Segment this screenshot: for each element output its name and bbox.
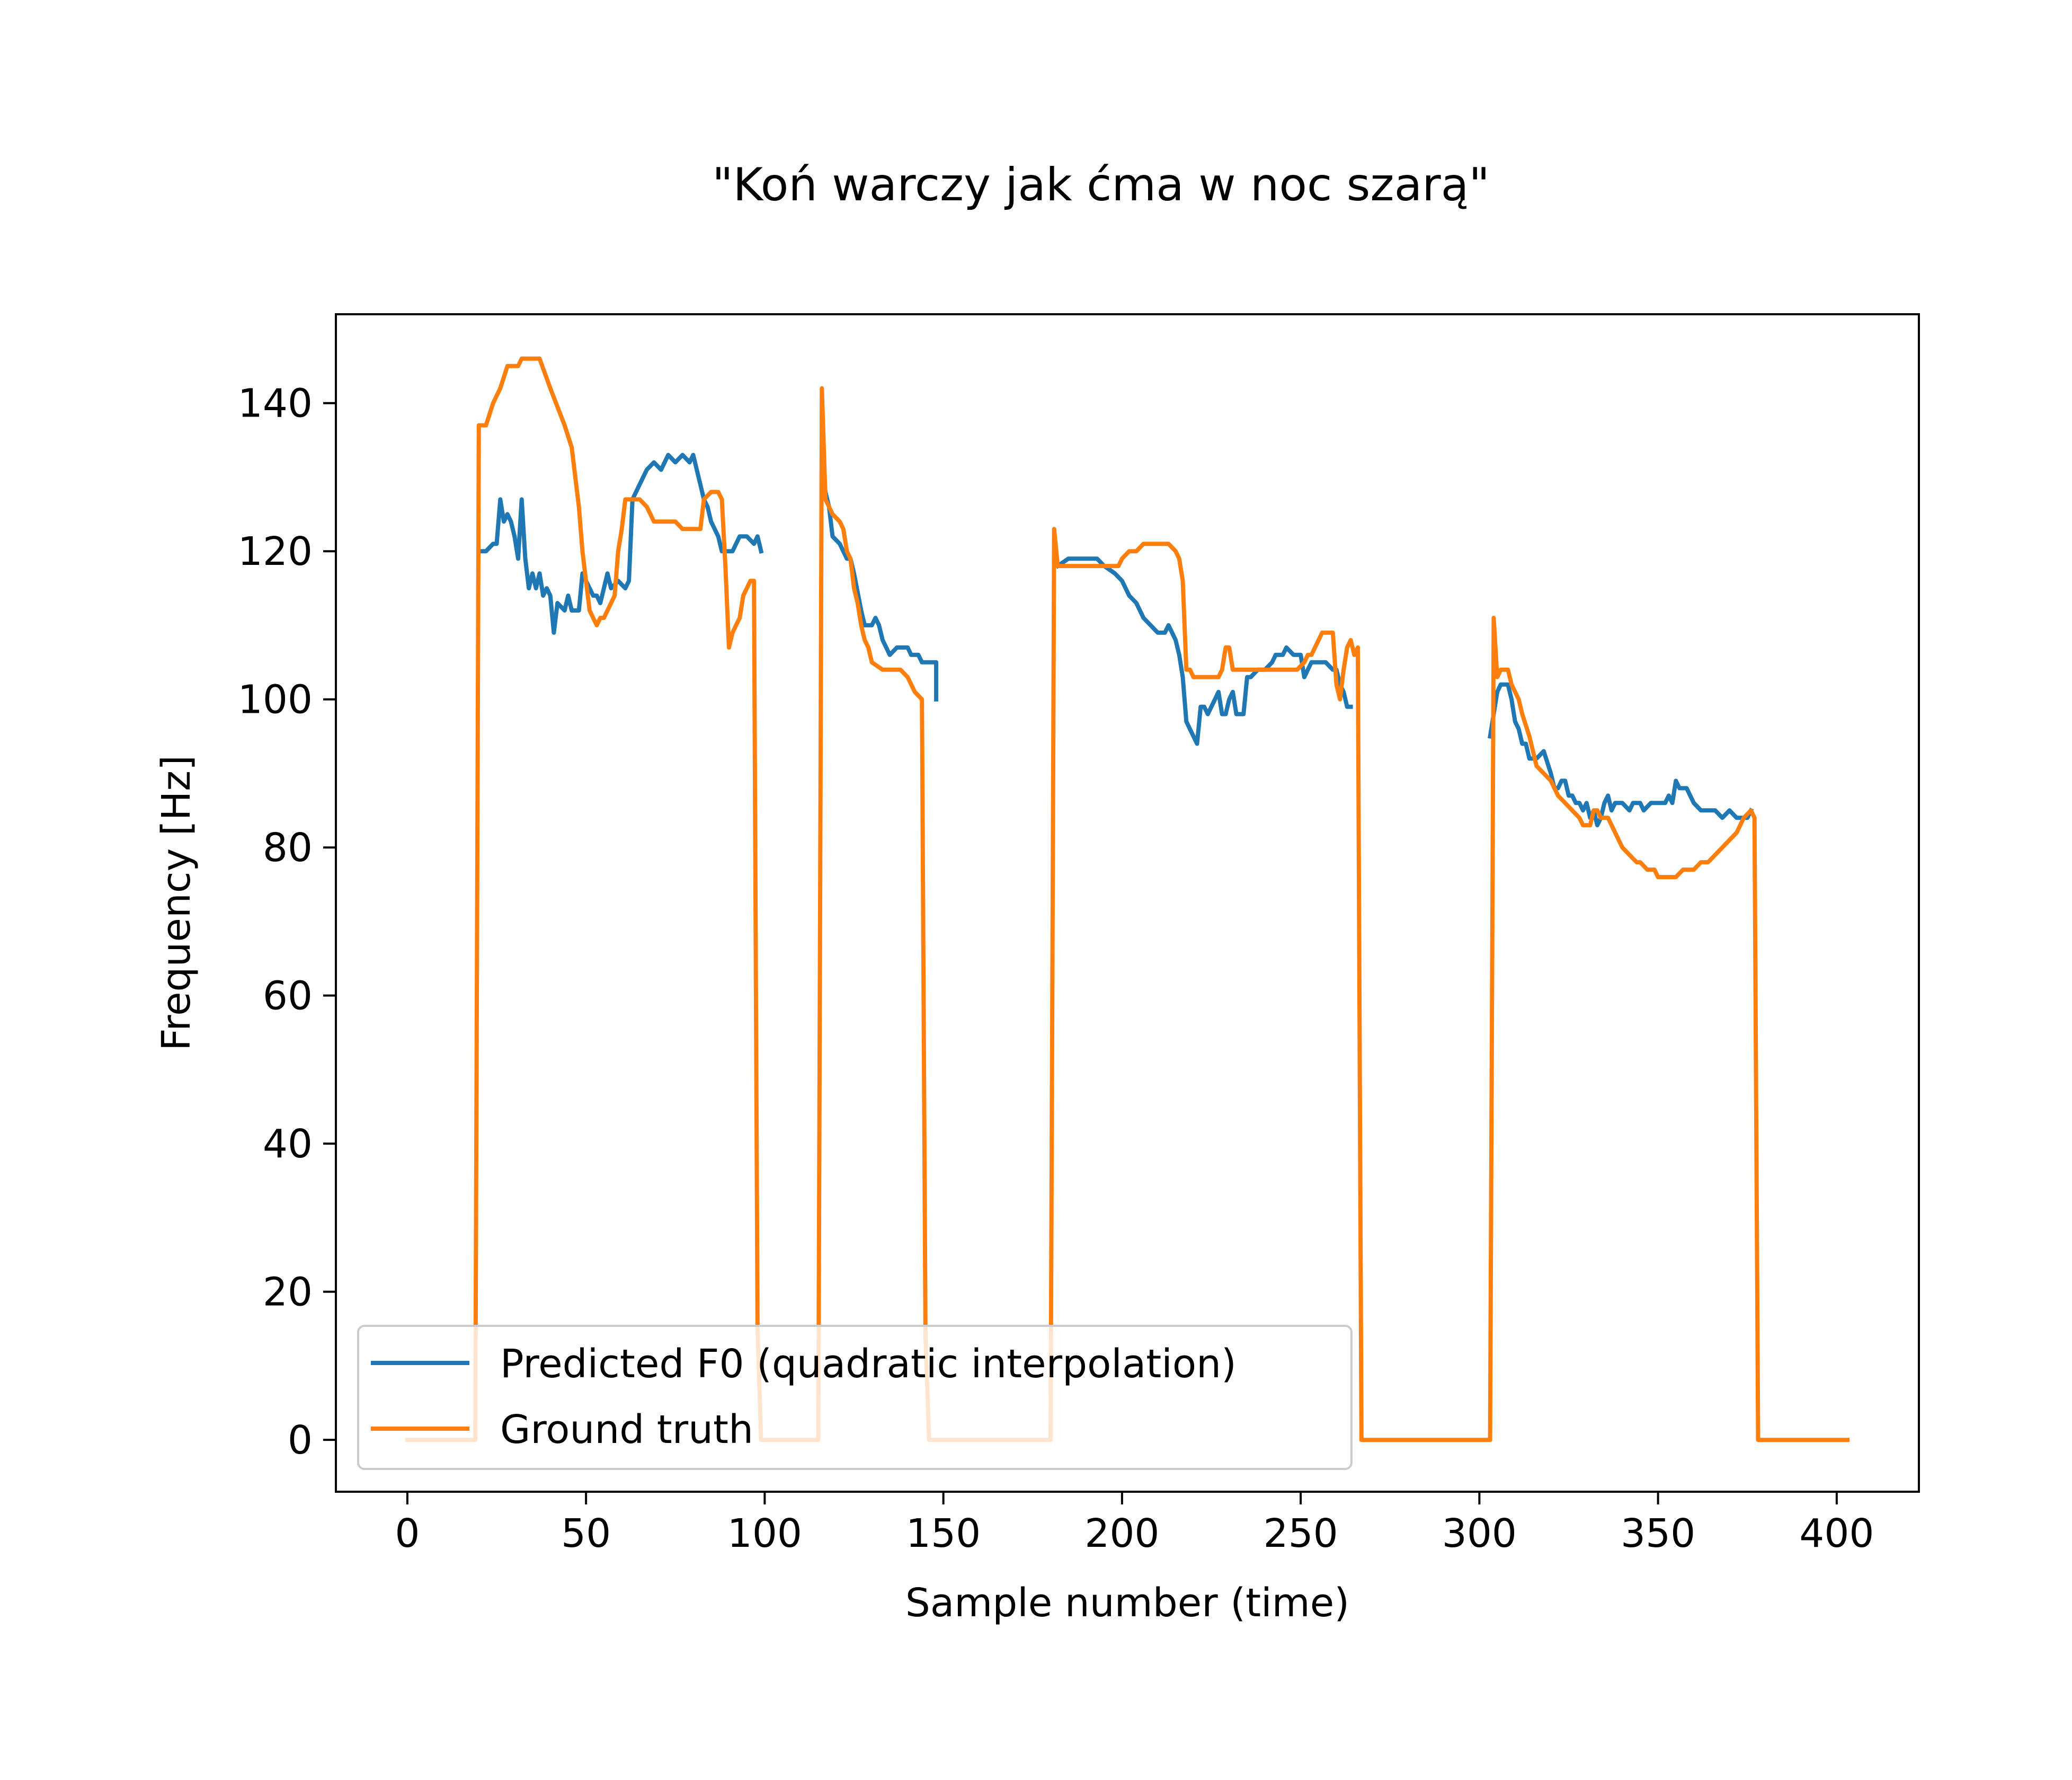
legend: Predicted F0 (quadratic interpolation) G… [357,1325,1353,1470]
y-tick-label: 60 [263,973,313,1019]
series-line-predicted [476,453,764,635]
x-tick-label: 250 [1264,1511,1338,1556]
plot-area [336,314,1919,1492]
series-line-predicted [1054,556,1353,746]
x-axis-label: Sample number (time) [905,1580,1349,1626]
x-tick-label: 100 [727,1511,802,1556]
x-tick-label: 200 [1084,1511,1159,1556]
legend-label-predicted: Predicted F0 (quadratic interpolation) [500,1341,1237,1387]
x-tick-label: 400 [1799,1511,1874,1556]
x-tick-label: 50 [561,1511,611,1556]
y-axis-label: Frequency [Hz] [154,755,199,1051]
y-tick-label: 100 [238,677,313,723]
y-tick-label: 0 [288,1418,313,1463]
series-line-ground-truth [405,356,1850,1442]
legend-box [357,1325,1353,1470]
x-axis: 0 50 100 150 200 250 300 350 400 [395,1492,1874,1556]
series-line-predicted [1488,682,1754,828]
plot-frame [335,313,1920,1493]
chart-title: "Koń warczy jak ćma w noc szarą" [712,158,1490,211]
y-tick-label: 140 [238,381,313,427]
y-tick-label: 40 [263,1121,313,1167]
y-axis: 0 20 40 60 80 100 120 140 [238,381,336,1463]
y-tick-label: 80 [263,825,313,871]
y-tick-label: 20 [263,1270,313,1315]
x-tick-label: 350 [1621,1511,1695,1556]
x-tick-label: 0 [395,1511,420,1556]
y-tick-label: 120 [238,529,313,574]
x-tick-label: 150 [906,1511,981,1556]
legend-label-ground-truth: Ground truth [500,1407,753,1453]
x-tick-label: 300 [1442,1511,1517,1556]
series-layer [405,356,1850,1442]
series-line-predicted [819,460,939,702]
